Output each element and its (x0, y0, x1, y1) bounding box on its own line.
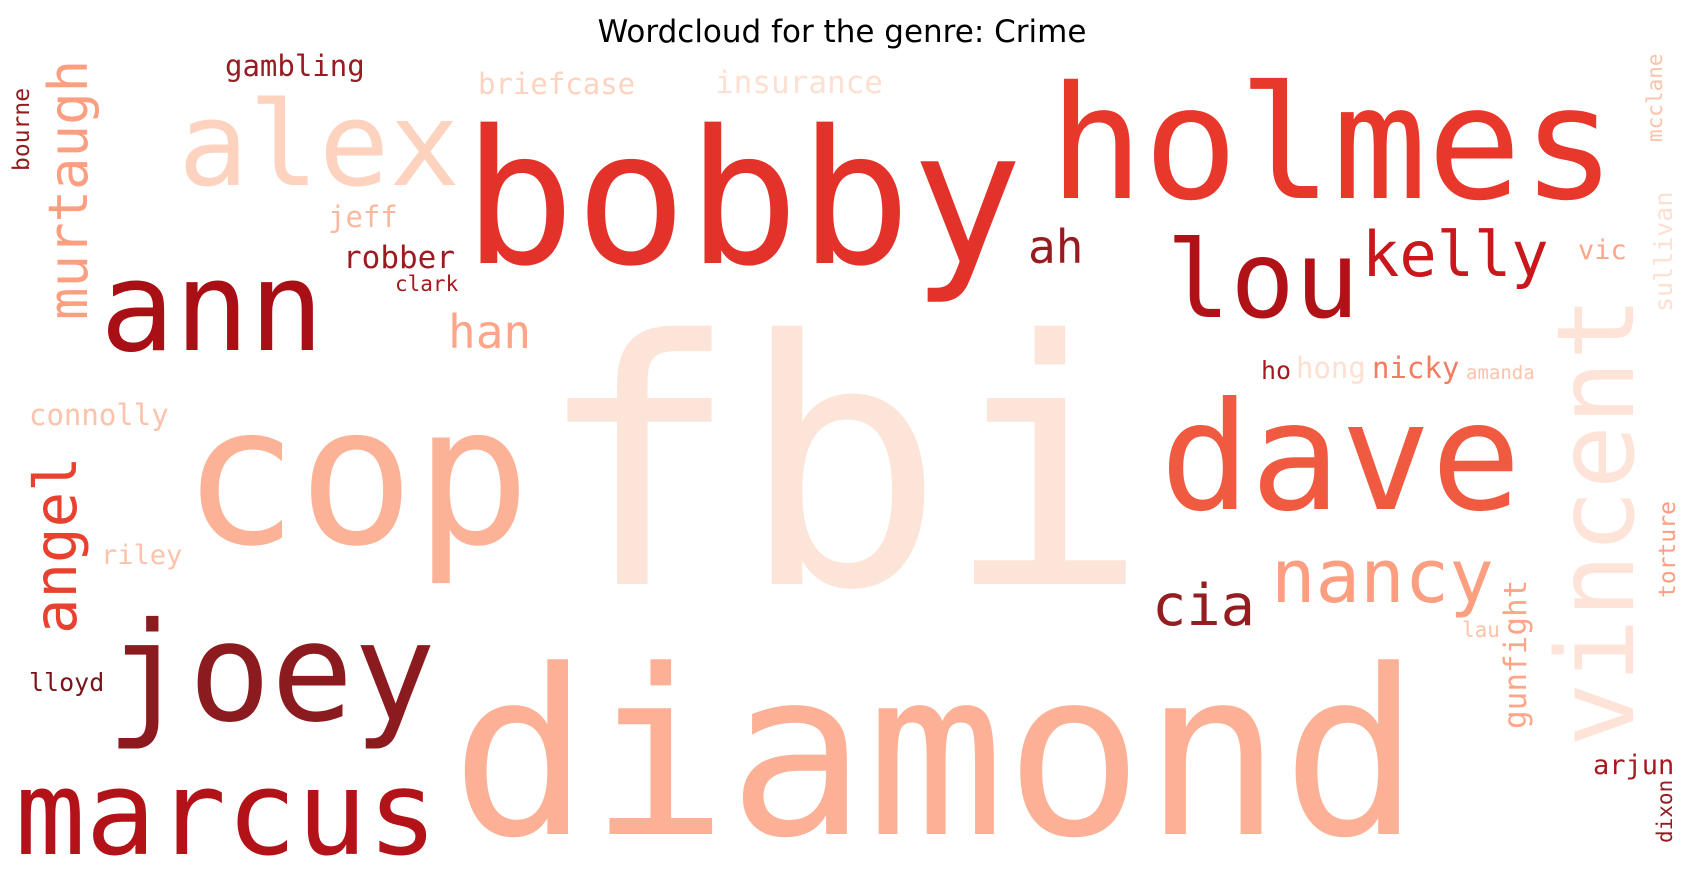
word-cia: cia (1152, 573, 1255, 639)
word-hong: hong (1296, 351, 1366, 385)
word-lau: lau (1462, 618, 1500, 642)
word-clark: clark (395, 272, 459, 296)
word-angel: angel (21, 456, 90, 634)
word-marcus: marcus (15, 745, 438, 882)
word-riley: riley (101, 540, 183, 571)
word-amanda: amanda (1466, 362, 1535, 384)
word-ho: ho (1261, 356, 1292, 385)
word-holmes: holmes (1049, 53, 1617, 236)
word-murtaugh: murtaugh (37, 59, 100, 320)
word-lloyd: lloyd (29, 668, 105, 697)
word-vic: vic (1578, 235, 1627, 266)
word-alex: alex (178, 76, 460, 213)
word-han: han (448, 305, 532, 359)
word-fbi: fbi (535, 269, 1150, 665)
word-ah: ah (1028, 220, 1084, 274)
word-nancy: nancy (1271, 534, 1494, 620)
word-jeff: jeff (328, 200, 398, 234)
word-bobby: bobby (463, 90, 1023, 307)
word-gunfight: gunfight (1498, 579, 1534, 729)
word-gambling: gambling (225, 49, 365, 83)
word-lou: lou (1166, 219, 1360, 343)
word-vincent: vincent (1535, 296, 1659, 747)
word-dave: dave (1160, 371, 1522, 545)
word-dixon: dixon (1653, 779, 1677, 843)
word-nicky: nicky (1372, 351, 1460, 385)
word-kelly: kelly (1362, 218, 1549, 291)
word-robber: robber (343, 240, 455, 276)
word-connolly: connolly (29, 398, 169, 432)
word-joey: joey (106, 594, 436, 753)
word-diamond: diamond (451, 622, 1421, 885)
word-cop: cop (182, 364, 531, 589)
word-insurance: insurance (715, 65, 883, 101)
word-torture: torture (1655, 501, 1681, 598)
word-mcclane: mcclane (1643, 53, 1667, 142)
word-sullivan: sullivan (1649, 191, 1678, 312)
word-bourne: bourne (9, 87, 35, 171)
word-ann: ann (100, 236, 324, 380)
word-briefcase: briefcase (478, 67, 636, 101)
word-arjun: arjun (1593, 750, 1675, 781)
chart-title: Wordcloud for the genre: Crime (597, 14, 1087, 50)
